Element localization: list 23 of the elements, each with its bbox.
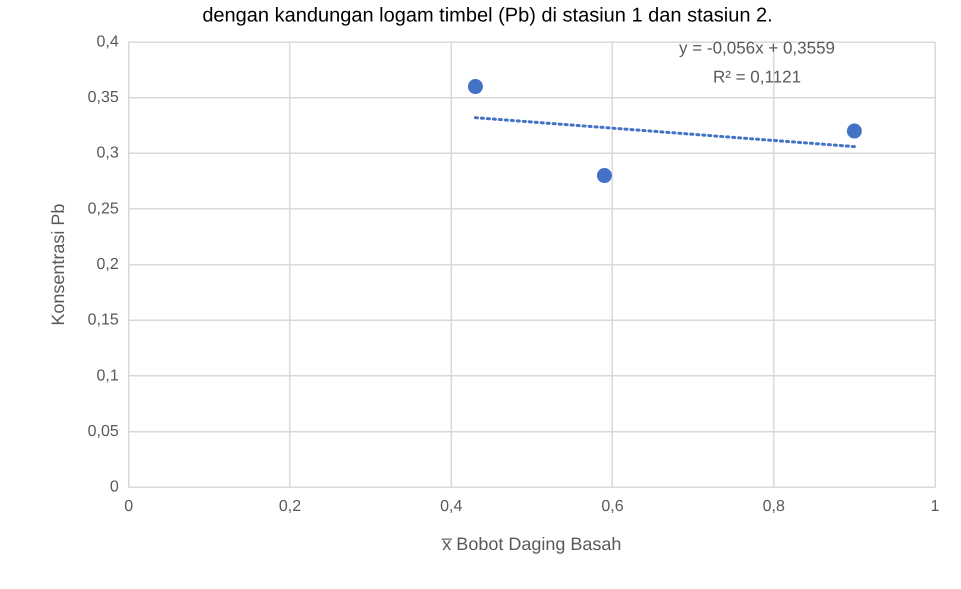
x-tick-label: 1: [930, 498, 940, 516]
y-tick-label: 0,4: [96, 33, 119, 50]
annotation: R² = 0,1121: [712, 68, 802, 87]
x-axis-title: x̅ Bobot Daging Basah: [440, 534, 622, 554]
y-tick-label: 0,1: [96, 367, 119, 384]
x-tick-label: 0,4: [440, 498, 462, 516]
x-tick-label: 0,2: [278, 498, 302, 516]
y-tick-label: 0,05: [88, 422, 119, 440]
point: [596, 168, 612, 184]
y-tick-label: 0: [110, 478, 119, 496]
y-tick-label: 0,35: [88, 89, 119, 106]
y-tick-label: 0,3: [96, 144, 119, 162]
y-tick-label: 0,2: [96, 256, 119, 274]
chart-title: dengan kandungan logam timbel (Pb) di stasiun 1 dan stasiun 2.: [202, 4, 773, 27]
point: [846, 124, 862, 139]
y-tick-label: 0,15: [88, 312, 119, 329]
point: [468, 79, 483, 94]
x-tick-label: 0: [124, 498, 134, 516]
x-tick-label: 0,8: [762, 498, 785, 516]
y-axis-title: Konsentrasi Pb: [48, 204, 68, 326]
annotation: y = -0,056x + 0,3559: [679, 38, 835, 58]
y-tick-label: 0,25: [88, 200, 119, 218]
x-tick-label: 0,6: [601, 498, 624, 516]
